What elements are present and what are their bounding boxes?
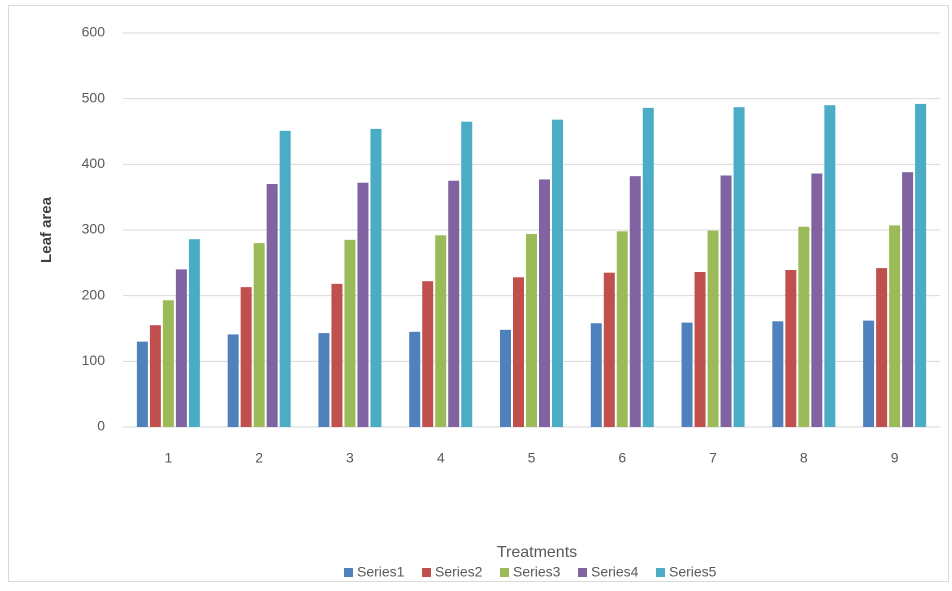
bar <box>681 322 693 427</box>
bar <box>902 172 914 427</box>
legend-swatch <box>656 568 665 577</box>
x-tick-label: 1 <box>164 450 172 466</box>
y-tick-label: 100 <box>82 352 106 368</box>
legend-label: Series2 <box>435 564 483 580</box>
y-tick-label: 0 <box>97 418 105 434</box>
bar <box>824 105 836 427</box>
bar <box>513 277 524 427</box>
legend-label: Series4 <box>591 564 639 580</box>
y-tick-label: 600 <box>82 24 106 40</box>
bar <box>642 107 654 428</box>
x-tick-label: 6 <box>618 450 626 466</box>
bar <box>500 329 511 427</box>
bar <box>227 334 239 427</box>
y-tick-label: 400 <box>82 155 106 171</box>
y-tick-label: 300 <box>82 221 106 237</box>
bar <box>162 300 174 427</box>
y-axis-title: Leaf area <box>38 196 55 263</box>
legend-label: Series5 <box>669 564 717 580</box>
bar <box>435 235 447 427</box>
legend-swatch <box>500 568 509 577</box>
bar <box>694 272 706 427</box>
bar <box>253 243 265 427</box>
bar <box>720 175 732 427</box>
bar <box>915 103 927 428</box>
bar <box>266 184 278 427</box>
x-tick-label: 7 <box>709 450 717 466</box>
bar <box>629 176 641 427</box>
bar <box>798 226 810 427</box>
bar <box>876 268 888 427</box>
x-tick-label: 5 <box>528 450 536 466</box>
bar <box>707 230 719 427</box>
bar <box>616 231 628 427</box>
bar <box>539 179 550 427</box>
bar <box>603 272 615 427</box>
x-tick-label: 3 <box>346 450 354 466</box>
bar <box>370 128 382 427</box>
bar <box>240 287 252 427</box>
legend-swatch <box>578 568 587 577</box>
bar <box>136 341 148 427</box>
y-tick-label: 200 <box>82 286 106 302</box>
bar <box>461 121 473 428</box>
bar <box>733 107 745 427</box>
legend-label: Series1 <box>357 564 405 580</box>
bar <box>409 331 421 427</box>
legend-swatch <box>344 568 353 577</box>
bar <box>526 233 537 427</box>
legend-swatch <box>422 568 431 577</box>
bar <box>344 239 356 427</box>
x-tick-label: 8 <box>800 450 808 466</box>
x-tick-label: 2 <box>255 450 263 466</box>
bar <box>811 173 823 427</box>
y-tick-label: 500 <box>82 89 106 105</box>
bar <box>889 225 901 427</box>
bar <box>552 119 563 428</box>
legend-label: Series3 <box>513 564 561 580</box>
bar <box>331 283 343 427</box>
bar <box>175 269 187 427</box>
bar <box>863 320 875 427</box>
x-axis-title: Treatments <box>497 544 577 561</box>
bar <box>318 333 330 427</box>
x-tick-label: 9 <box>891 450 899 466</box>
bar <box>590 323 602 427</box>
bar <box>772 321 784 427</box>
bar <box>188 239 200 427</box>
bar <box>422 281 434 427</box>
bar <box>357 182 369 427</box>
bar <box>279 130 291 428</box>
x-tick-label: 4 <box>437 450 445 466</box>
bar <box>149 325 161 427</box>
bar <box>448 180 460 427</box>
bar <box>785 270 797 427</box>
